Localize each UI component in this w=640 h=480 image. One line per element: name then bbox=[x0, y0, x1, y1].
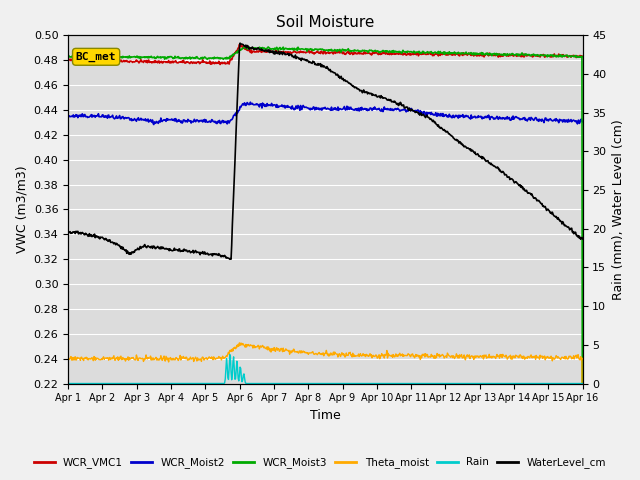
Y-axis label: VWC (m3/m3): VWC (m3/m3) bbox=[15, 166, 28, 253]
Y-axis label: Rain (mm), Water Level (cm): Rain (mm), Water Level (cm) bbox=[612, 119, 625, 300]
X-axis label: Time: Time bbox=[310, 409, 340, 422]
Legend: WCR_VMC1, WCR_Moist2, WCR_Moist3, Theta_moist, Rain, WaterLevel_cm: WCR_VMC1, WCR_Moist2, WCR_Moist3, Theta_… bbox=[29, 453, 611, 472]
Title: Soil Moisture: Soil Moisture bbox=[276, 15, 374, 30]
Text: BC_met: BC_met bbox=[76, 52, 116, 62]
